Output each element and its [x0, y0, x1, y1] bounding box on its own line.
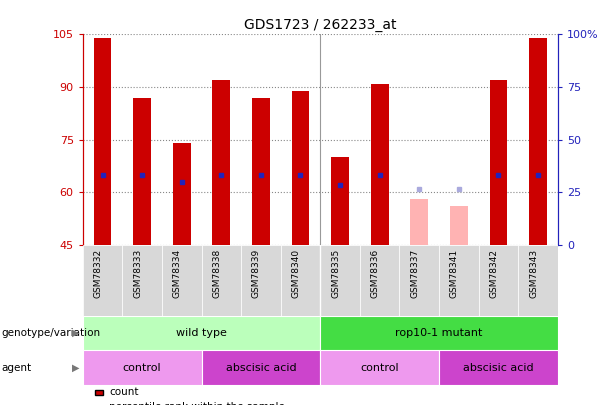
Bar: [400, 245, 439, 316]
Bar: [202, 245, 241, 316]
Text: wild type: wild type: [176, 328, 227, 338]
Bar: [321, 316, 558, 350]
Bar: [529, 38, 547, 245]
Bar: [479, 245, 518, 316]
Text: control: control: [123, 362, 161, 373]
Text: abscisic acid: abscisic acid: [226, 362, 296, 373]
Text: GSM78342: GSM78342: [489, 249, 498, 298]
Bar: [331, 157, 349, 245]
Bar: [123, 245, 162, 316]
Text: GSM78340: GSM78340: [292, 249, 300, 298]
Bar: [450, 207, 468, 245]
Bar: [281, 245, 321, 316]
Text: GSM78334: GSM78334: [173, 249, 181, 298]
Text: GSM78343: GSM78343: [529, 249, 538, 298]
Bar: [213, 80, 230, 245]
Text: agent: agent: [1, 362, 31, 373]
Text: rop10-1 mutant: rop10-1 mutant: [395, 328, 483, 338]
Bar: [321, 350, 439, 385]
Text: GSM78337: GSM78337: [410, 249, 419, 298]
Text: GSM78336: GSM78336: [371, 249, 379, 298]
Text: ▶: ▶: [72, 362, 79, 373]
Text: GSM78333: GSM78333: [133, 249, 142, 298]
Bar: [94, 38, 112, 245]
Bar: [202, 350, 321, 385]
Text: GSM78335: GSM78335: [331, 249, 340, 298]
Bar: [83, 316, 321, 350]
Bar: [321, 245, 360, 316]
Bar: [162, 245, 202, 316]
Bar: [439, 245, 479, 316]
Text: GSM78338: GSM78338: [212, 249, 221, 298]
Text: genotype/variation: genotype/variation: [1, 328, 101, 338]
Bar: [173, 143, 191, 245]
Text: percentile rank within the sample: percentile rank within the sample: [109, 403, 285, 405]
Text: count: count: [109, 387, 139, 397]
Bar: [518, 245, 558, 316]
Bar: [410, 199, 428, 245]
Text: GSM78339: GSM78339: [252, 249, 261, 298]
Bar: [83, 245, 123, 316]
Bar: [252, 98, 270, 245]
Text: GSM78332: GSM78332: [94, 249, 102, 298]
Text: ▶: ▶: [72, 328, 79, 338]
Bar: [292, 91, 310, 245]
Title: GDS1723 / 262233_at: GDS1723 / 262233_at: [244, 18, 397, 32]
Text: abscisic acid: abscisic acid: [463, 362, 534, 373]
Bar: [241, 245, 281, 316]
Bar: [371, 83, 389, 245]
Bar: [133, 98, 151, 245]
Text: control: control: [360, 362, 399, 373]
Bar: [83, 350, 202, 385]
Bar: [360, 245, 400, 316]
Text: GSM78341: GSM78341: [450, 249, 459, 298]
Bar: [490, 80, 508, 245]
Bar: [439, 350, 558, 385]
